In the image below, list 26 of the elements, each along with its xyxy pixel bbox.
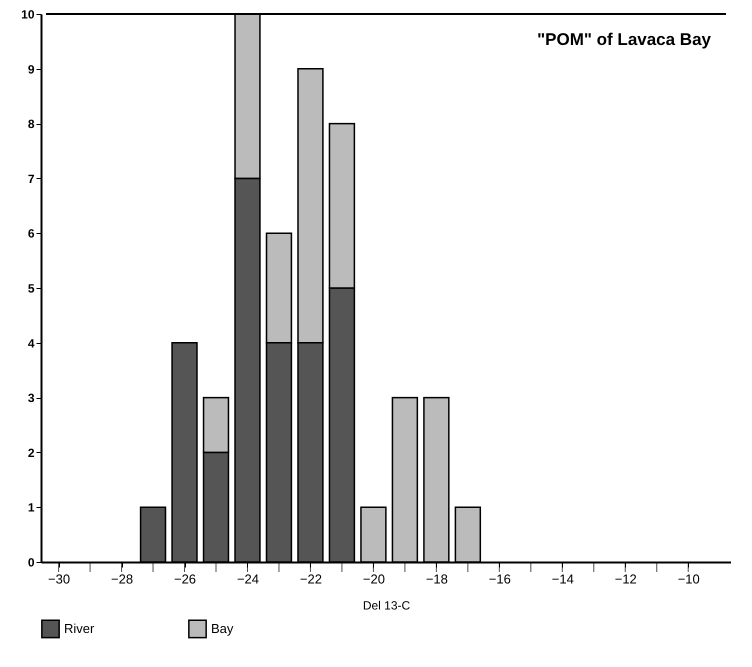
- x-tick-label: −18: [426, 572, 448, 586]
- x-tick-label: −14: [552, 572, 574, 586]
- x-tick-label: −20: [362, 572, 385, 586]
- x-tick-label: −10: [678, 572, 700, 586]
- y-tick-label: 0: [28, 556, 35, 570]
- y-tick-label: 10: [21, 8, 35, 22]
- x-tick-label: −26: [174, 572, 196, 586]
- y-tick-label: 5: [28, 282, 35, 296]
- x-tick-label: −24: [236, 572, 260, 586]
- y-tick-label: 7: [28, 172, 35, 186]
- y-tick-label: 1: [28, 500, 35, 515]
- x-tick-label: −16: [488, 572, 511, 586]
- y-tick-label: 8: [28, 117, 35, 132]
- x-tick-label: −22: [300, 572, 322, 586]
- x-tick-label: −30: [48, 572, 70, 586]
- x-axis-title: Del 13-C: [362, 598, 411, 612]
- y-tick-label: 9: [28, 62, 35, 76]
- legend-label: Bay: [211, 620, 234, 636]
- text: "POM" of Lavaca Bay: [537, 30, 712, 49]
- y-tick-label: 3: [28, 391, 35, 406]
- y-tick-label: 2: [28, 446, 35, 460]
- y-tick-label: 6: [28, 226, 35, 241]
- y-tick-label: 4: [28, 336, 35, 350]
- legend-label: River: [64, 620, 96, 636]
- x-tick-label: −28: [111, 572, 134, 586]
- x-tick-label: −12: [614, 572, 637, 586]
